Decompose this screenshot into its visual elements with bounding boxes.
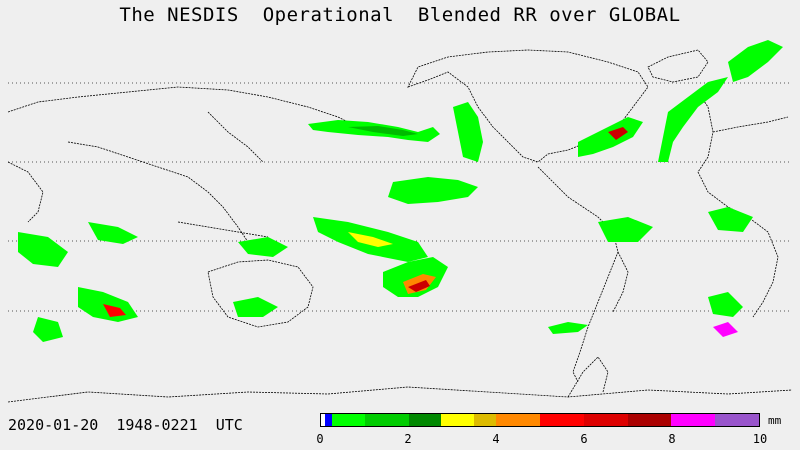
colorbar-segment [325,414,332,426]
colorbar-segment [474,414,497,426]
colorbar-segment [331,414,365,426]
coastlines [8,49,792,403]
precipitation-areas [18,40,783,342]
colorbar-segment [496,414,540,426]
colorbar-tick-label: 10 [752,432,768,446]
colorbar-segment [321,414,326,426]
colorbar-segment [671,414,716,426]
colorbar [320,413,760,427]
colorbar-tick-label: 2 [404,432,412,446]
colorbar-tick-label: 4 [492,432,500,446]
colorbar-segment [441,414,475,426]
colorbar-tick-label: 0 [316,432,324,446]
colorbar-segment [539,414,584,426]
precipitation-map [8,40,792,403]
colorbar-segment [364,414,409,426]
colorbar-segment [408,414,442,426]
colorbar-tick-label: 6 [580,432,588,446]
colorbar-segment [627,414,672,426]
timestamp-label: 2020-01-20 1948-0221 UTC [8,416,243,434]
colorbar-segment [715,414,759,426]
colorbar-unit: mm [768,414,782,427]
colorbar-tick-label: 8 [668,432,676,446]
colorbar-segment [583,414,628,426]
map-title: The NESDIS Operational Blended RR over G… [119,4,681,26]
